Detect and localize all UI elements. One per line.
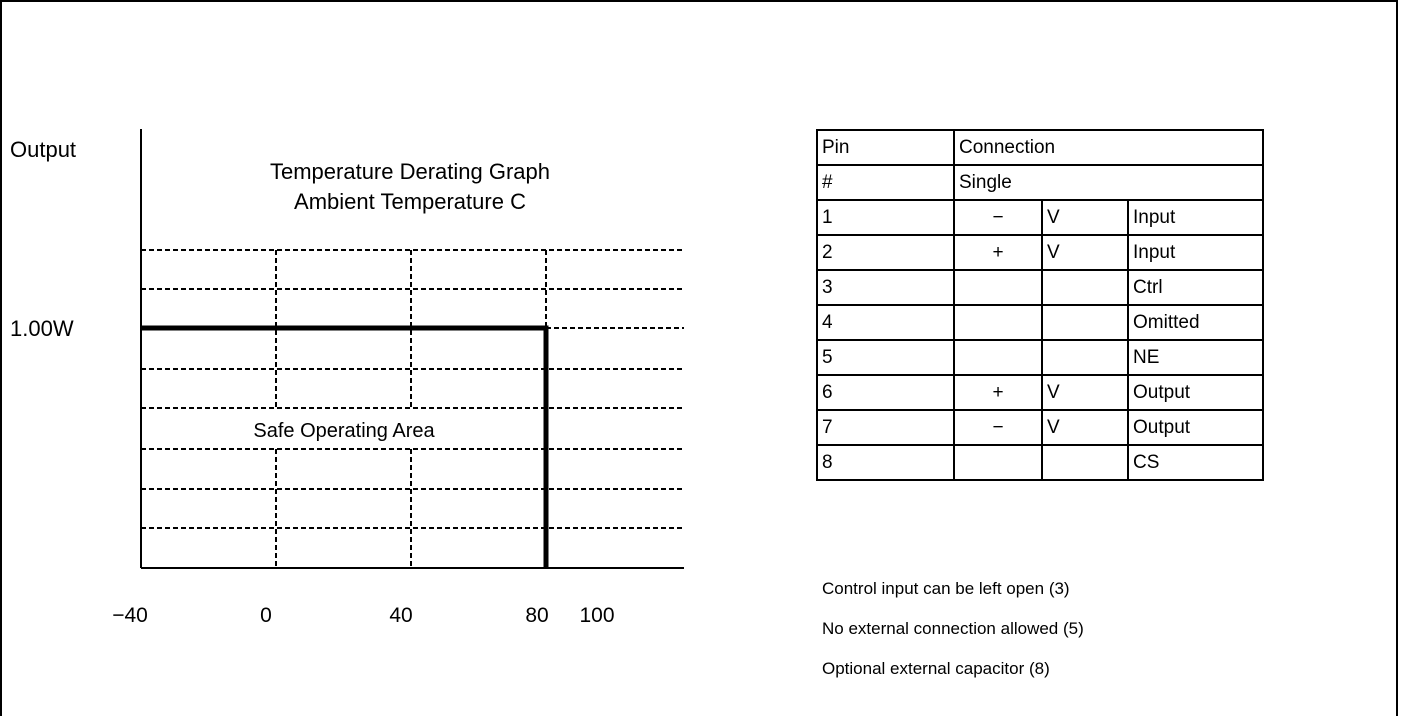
pin-function: Input xyxy=(1127,199,1264,236)
derating-curve xyxy=(141,325,549,568)
table-row: 8 CS xyxy=(816,444,1264,481)
x-tick-label: −40 xyxy=(112,604,148,627)
x-tick-label: 0 xyxy=(260,604,272,627)
pin-function: Output xyxy=(1127,374,1264,411)
pin-number: 8 xyxy=(816,444,955,481)
pin-voltage: V xyxy=(1041,199,1129,236)
pin-sign xyxy=(953,444,1043,481)
pin-number: 4 xyxy=(816,304,955,341)
y-tick-label: 1.00W xyxy=(10,316,74,341)
pin-voltage xyxy=(1041,444,1129,481)
table-row: 7 − V Output xyxy=(816,409,1264,446)
table-row: 4 Omitted xyxy=(816,304,1264,341)
table-row: 1 − V Input xyxy=(816,199,1264,236)
pin-voltage: V xyxy=(1041,409,1129,446)
derating-graph: Safe Operating Area xyxy=(140,129,684,569)
pin-function: Input xyxy=(1127,234,1264,271)
pin-voltage: V xyxy=(1041,234,1129,271)
pin-voltage: V xyxy=(1041,374,1129,411)
table-row: 2 + V Input xyxy=(816,234,1264,271)
grid xyxy=(141,249,684,568)
pin-function: Omitted xyxy=(1127,304,1264,341)
pin-number: 7 xyxy=(816,409,955,446)
pin-sign: − xyxy=(953,199,1043,236)
pin-function: CS xyxy=(1127,444,1264,481)
safe-operating-area-label: Safe Operating Area xyxy=(253,420,435,442)
table-row: 6 + V Output xyxy=(816,374,1264,411)
pin-sign xyxy=(953,269,1043,306)
pin-sign: − xyxy=(953,409,1043,446)
x-tick-label: 80 xyxy=(525,604,549,627)
header-single: Single xyxy=(953,164,1264,201)
pin-sign: + xyxy=(953,374,1043,411)
pin-sign: + xyxy=(953,234,1043,271)
pin-function: Ctrl xyxy=(1127,269,1264,306)
table-header-row: Pin Connection xyxy=(816,129,1264,166)
x-tick-label: 40 xyxy=(389,604,413,627)
pin-number: 5 xyxy=(816,339,955,376)
pin-function: NE xyxy=(1127,339,1264,376)
pin-voltage xyxy=(1041,304,1129,341)
pin-number: 2 xyxy=(816,234,955,271)
pin-sign xyxy=(953,339,1043,376)
pin-sign xyxy=(953,304,1043,341)
pin-voltage xyxy=(1041,269,1129,306)
header-connection: Connection xyxy=(953,129,1264,166)
pin-function: Output xyxy=(1127,409,1264,446)
table-row: 3 Ctrl xyxy=(816,269,1264,306)
note-control-input: Control input can be left open (3) xyxy=(822,579,1070,598)
table-header-row: # Single xyxy=(816,164,1264,201)
pin-connection-table: Pin Connection # Single 1 − V Input 2 + … xyxy=(816,129,1264,481)
pin-number: 6 xyxy=(816,374,955,411)
note-no-connection: No external connection allowed (5) xyxy=(822,619,1084,638)
pin-number: 3 xyxy=(816,269,955,306)
pin-voltage xyxy=(1041,339,1129,376)
y-axis-label: Output xyxy=(10,137,77,162)
graph-subtitle: Ambient Temperature C xyxy=(294,189,526,214)
header-number: # xyxy=(816,164,955,201)
graph-title: Temperature Derating Graph xyxy=(269,159,551,184)
x-tick-label: 100 xyxy=(579,604,615,627)
header-pin: Pin xyxy=(816,129,955,166)
pin-number: 1 xyxy=(816,199,955,236)
note-capacitor: Optional external capacitor (8) xyxy=(822,659,1050,678)
table-row: 5 NE xyxy=(816,339,1264,376)
